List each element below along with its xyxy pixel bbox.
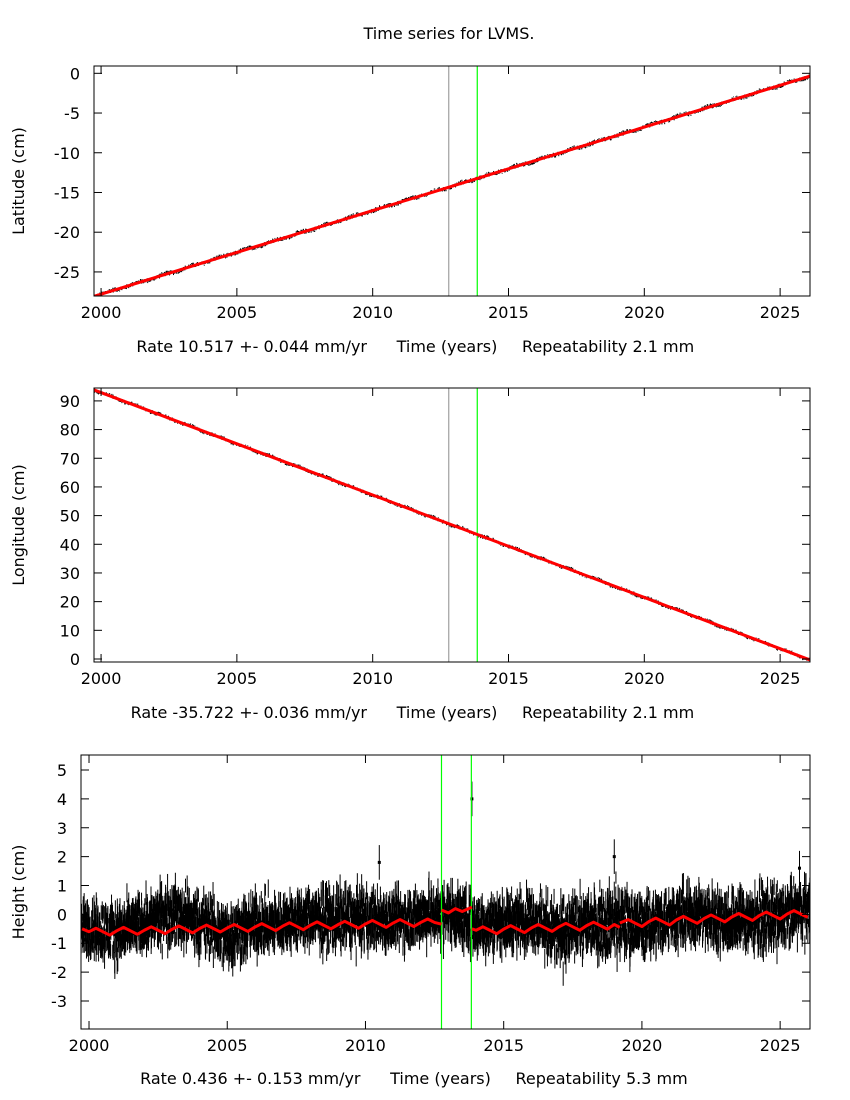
y-tick-label: 60: [60, 478, 80, 497]
y-tick-label: -20: [54, 223, 80, 242]
rate-label: Rate -35.722 +- 0.036 mm/yr: [131, 703, 368, 722]
y-tick-label: 0: [70, 650, 80, 669]
y-tick-label: -15: [54, 183, 80, 202]
panel-2: 2000 2005 2010 2015 2020 2025 0 10 20 30 40 50 60 70 8…: [9, 387, 811, 722]
y-tick-label: 20: [60, 593, 80, 612]
repeatability-label: Repeatability 2.1 mm: [522, 703, 694, 722]
y-tick-label: 90: [60, 392, 80, 411]
x-tick-label: 2005: [217, 669, 258, 688]
plot-frame: [93, 387, 811, 663]
x-axis-label: Time (years): [396, 703, 498, 722]
x-tick-label: 2025: [760, 303, 801, 322]
x-tick-label: 2000: [81, 303, 122, 322]
x-tick-label: 2005: [217, 303, 258, 322]
y-tick-label: 30: [60, 564, 80, 583]
y-tick-label: -5: [64, 104, 80, 123]
x-tick-label: 2015: [488, 669, 529, 688]
x-tick-label: 2000: [81, 669, 122, 688]
y-tick-label: 0: [70, 64, 80, 83]
repeatability-label: Repeatability 2.1 mm: [522, 337, 694, 356]
y-tick-label: -25: [54, 263, 80, 282]
y-axis-label: Latitude (cm): [9, 127, 28, 235]
plot-area: [94, 66, 810, 296]
fit-line: [94, 388, 810, 662]
x-tick-label: 2020: [624, 669, 665, 688]
y-tick-label: 50: [60, 507, 80, 526]
y-tick-label: 10: [60, 621, 80, 640]
y-tick-label: -10: [54, 144, 80, 163]
y-axis-label: Longitude (cm): [9, 464, 28, 586]
panel-3: 2000 2005 2010 2015 2020 2025543210-1-2-3Heig…: [9, 754, 811, 1088]
chart-title: Time series for LVMS.: [363, 24, 535, 43]
y-tick-label: 70: [60, 449, 80, 468]
x-tick-label: 2010: [352, 669, 393, 688]
panel-1: 2000 2005 2010 2015 2020 2025 0 -5 -10 -15 -20 -25 L…: [9, 64, 811, 356]
rate-label: Rate 10.517 +- 0.044 mm/yr: [136, 337, 367, 356]
y-tick-label: 80: [60, 421, 80, 440]
plot-frame: [93, 65, 811, 297]
data-points: [81, 871, 810, 986]
x-tick-label: 2025: [760, 669, 801, 688]
plot-area: [81, 755, 810, 1029]
x-tick-label: 2020: [624, 303, 665, 322]
x-axis-label: Time (years): [396, 337, 498, 356]
plot-area: [94, 388, 810, 662]
y-tick-label: 40: [60, 535, 80, 554]
fit-line: [94, 74, 810, 296]
x-tick-label: 2010: [352, 303, 393, 322]
x-tick-label: 2015: [488, 303, 529, 322]
